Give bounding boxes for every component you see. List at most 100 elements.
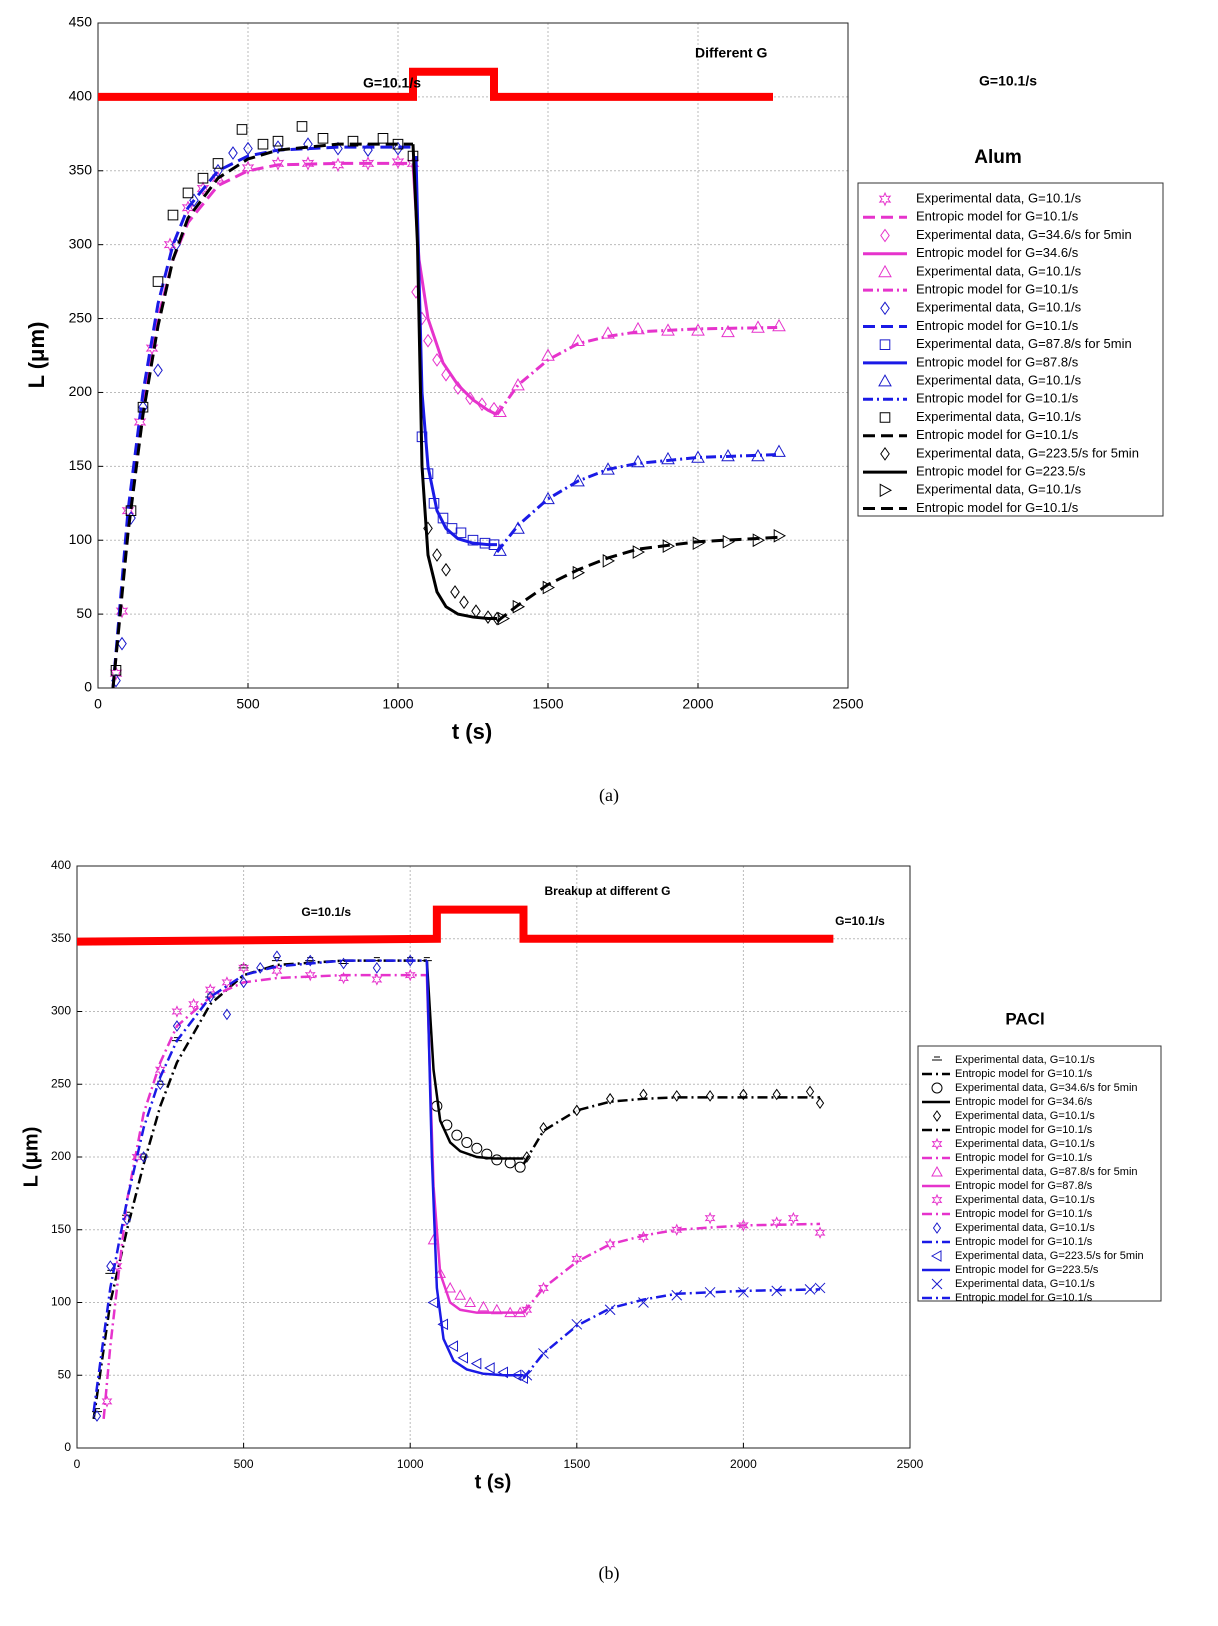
data-point	[122, 1213, 132, 1226]
data-point	[464, 1296, 477, 1307]
data-point	[391, 154, 405, 170]
data-point	[492, 611, 502, 626]
legend-label: Experimental data, G=10.1/s	[955, 1110, 1095, 1122]
chart: 0 500 1000 1500 2000 2500 0 50 100 150 200 250 300 35…	[20, 858, 1162, 1584]
legend-label: Experimental data, G=10.1/s	[955, 1278, 1095, 1290]
chart-title: PACl	[1005, 1009, 1044, 1028]
legend-swatch	[930, 1250, 942, 1262]
model-line	[495, 325, 780, 416]
data-point	[301, 156, 315, 171]
chart-title: Alum	[974, 147, 1022, 168]
data-point	[145, 340, 159, 356]
data-point	[521, 1303, 533, 1317]
legend-label: Entropic model for G=10.1/s	[916, 500, 1079, 515]
data-point	[110, 664, 122, 676]
legend-label: Experimental data, G=87.8/s for 5min	[916, 336, 1132, 351]
x-tick-label: 1500	[532, 696, 563, 712]
legend-swatch	[878, 374, 892, 387]
x-tick-label: 1500	[563, 1457, 590, 1471]
data-point	[514, 1161, 526, 1173]
data-point	[815, 1097, 825, 1110]
legend-swatch	[931, 1082, 943, 1094]
data-point	[571, 1252, 583, 1266]
data-point	[406, 954, 415, 967]
legend-label: Entropic model for G=10.1/s	[955, 1208, 1093, 1220]
y-tick-label: 450	[69, 14, 93, 30]
legend-label: Entropic model for G=223.5/s	[916, 464, 1086, 479]
data-point	[491, 1154, 503, 1166]
data-point	[672, 1090, 681, 1102]
data-point	[271, 156, 285, 171]
data-point	[538, 1281, 549, 1295]
data-point	[404, 968, 416, 982]
data-point	[423, 333, 433, 348]
data-point	[451, 1129, 463, 1141]
data-point	[477, 397, 487, 412]
model-line	[425, 960, 524, 1377]
y-tick-label: 200	[69, 383, 93, 399]
legend-label: Experimental data, G=87.8/s for 5min	[955, 1166, 1138, 1178]
legend-label: Entropic model for G=87.8/s	[955, 1180, 1093, 1192]
legend-swatch	[879, 412, 891, 423]
legend-swatch	[931, 1278, 943, 1290]
data-point	[117, 636, 127, 651]
data-point	[306, 954, 315, 967]
legend-label: Entropic model for G=10.1/s	[955, 1124, 1093, 1136]
x-axis-label: t (s)	[475, 1471, 512, 1493]
data-point	[737, 1219, 749, 1232]
legend-label: Experimental data, G=34.6/s for 5min	[955, 1082, 1138, 1094]
data-point	[459, 595, 469, 610]
data-point	[347, 135, 359, 147]
data-point	[153, 363, 163, 378]
legend-swatch	[879, 483, 893, 498]
data-point	[304, 968, 316, 982]
data-point	[465, 391, 475, 406]
g-profile	[76, 905, 834, 946]
legend-swatch	[932, 1222, 942, 1234]
annotation: G=10.1/s	[363, 75, 421, 91]
legend-label: Experimental data, G=10.1/s	[955, 1194, 1095, 1206]
g-profile	[98, 67, 773, 101]
data-point	[392, 138, 404, 150]
legend-label: Entropic model for G=10.1/s	[916, 427, 1079, 442]
legend-label: Experimental data, G=10.1/s	[916, 263, 1082, 278]
legend-swatch	[880, 228, 890, 243]
data-point	[101, 1395, 113, 1408]
data-point	[273, 140, 283, 155]
data-point	[814, 1226, 826, 1239]
data-point	[238, 964, 249, 969]
data-point	[541, 491, 555, 505]
data-point	[139, 1151, 148, 1163]
data-point	[432, 548, 442, 562]
data-point	[601, 326, 615, 339]
plot-area	[98, 23, 848, 688]
legend-swatch	[931, 1165, 943, 1177]
legend-label: Entropic model for G=10.1/s	[916, 391, 1079, 406]
model-line	[522, 1288, 821, 1379]
data-point	[241, 160, 255, 176]
legend-label: Entropic model for G=10.1/s	[955, 1068, 1093, 1080]
data-point	[571, 474, 585, 487]
legend-label: Entropic model for G=34.6/s	[916, 245, 1079, 260]
y-tick-label: 0	[64, 1440, 71, 1454]
data-point	[455, 527, 467, 539]
data-point	[272, 950, 282, 963]
model-line	[414, 155, 497, 547]
legend-label: Experimental data, G=10.1/s	[916, 191, 1082, 206]
data-point	[92, 1410, 102, 1422]
legend-swatch	[880, 301, 890, 316]
x-tick-label: 0	[74, 1457, 81, 1471]
y-tick-label: 100	[69, 531, 93, 547]
model-line	[496, 535, 780, 623]
data-point	[115, 603, 129, 619]
data-point	[371, 973, 383, 986]
legend-box	[917, 1045, 1162, 1302]
x-tick-label: 2000	[730, 1457, 757, 1471]
data-point	[239, 976, 248, 989]
model-line	[92, 959, 427, 1412]
model-line	[425, 960, 524, 1160]
legend-label: Experimental data, G=10.1/s	[916, 300, 1082, 315]
data-point	[317, 132, 329, 144]
legend-box	[857, 182, 1164, 517]
axes-frame	[97, 22, 849, 689]
